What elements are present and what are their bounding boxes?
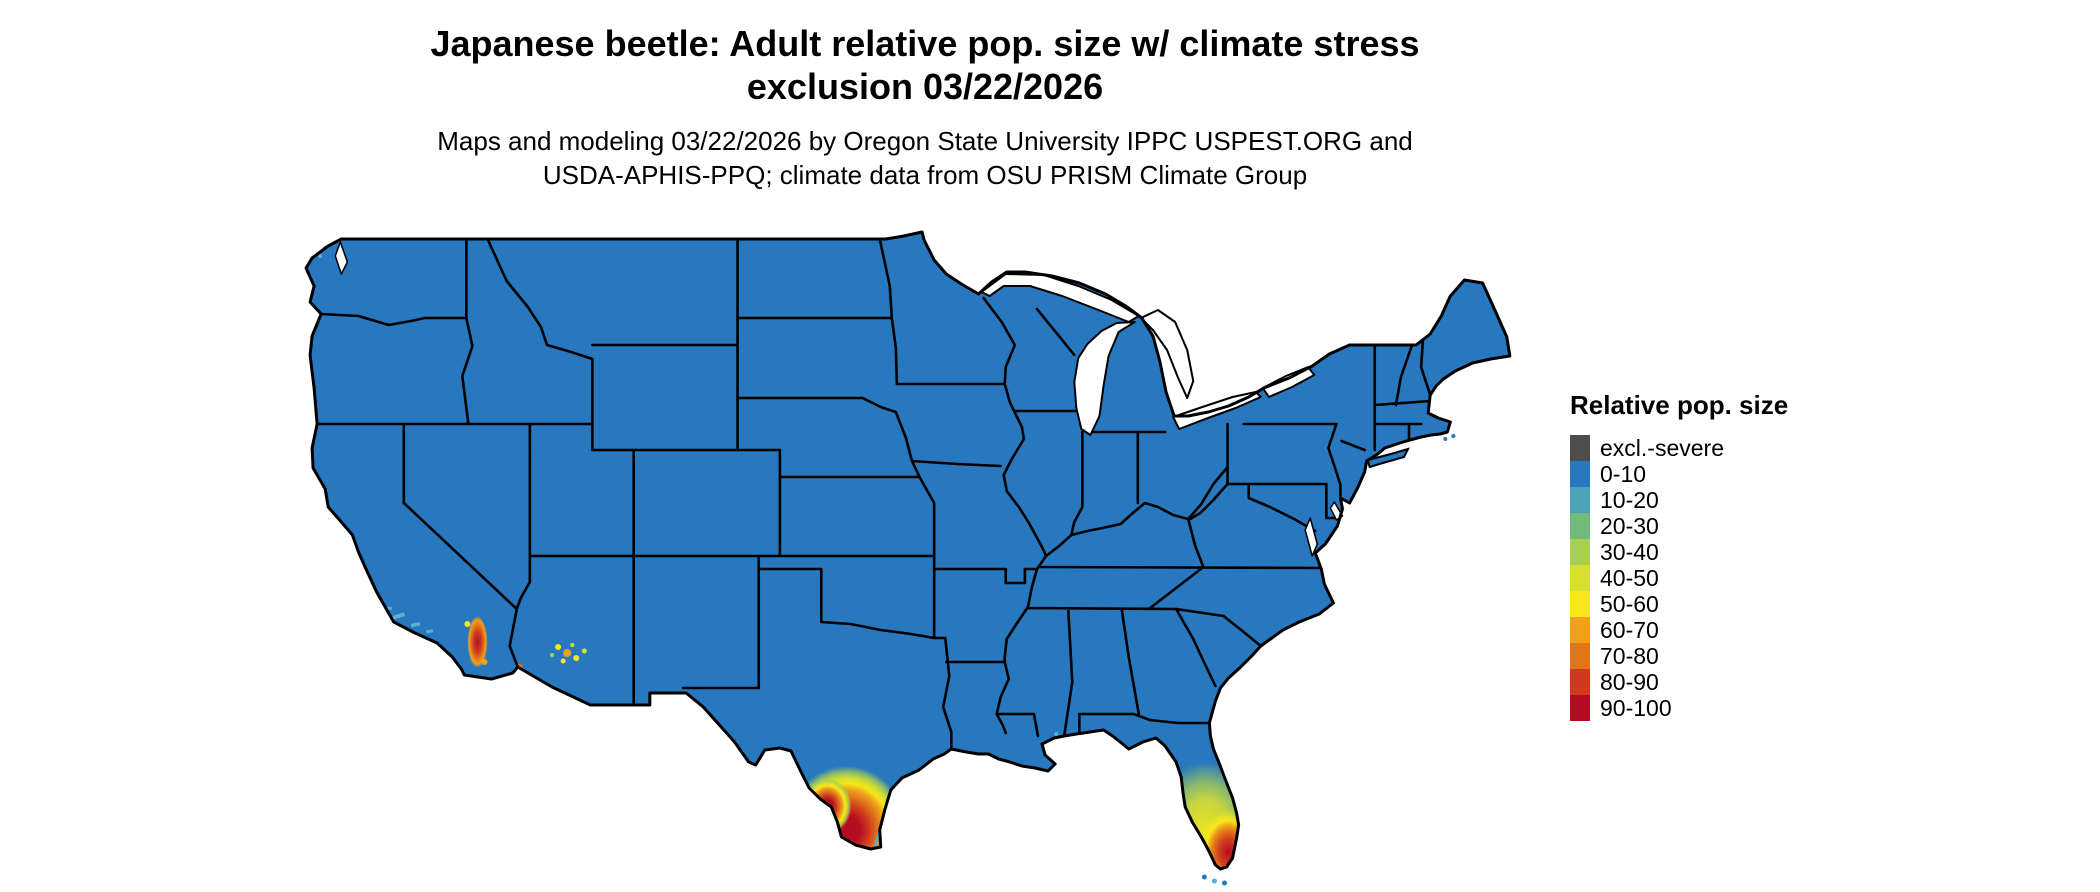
legend-swatch-80-90 bbox=[1570, 669, 1590, 695]
legend-item: 40-50 bbox=[1570, 565, 1850, 591]
legend-label: 10-20 bbox=[1600, 486, 1659, 513]
legend-swatch-50-60 bbox=[1570, 591, 1590, 617]
hotspot-southern-california bbox=[464, 616, 488, 668]
legend-title: Relative pop. size bbox=[1570, 390, 1789, 420]
marthas-vineyard-speck bbox=[1451, 434, 1456, 438]
legend-swatch-20-30 bbox=[1570, 513, 1590, 539]
wa-coast-speck-1 bbox=[318, 254, 323, 258]
map-subtitle-line2: USDA-APHIS-PPQ; climate data from OSU PR… bbox=[542, 160, 1308, 190]
state-borders bbox=[315, 237, 1432, 750]
great-lakes bbox=[334, 241, 1344, 557]
map-title: Japanese beetle: Adult relative pop. siz… bbox=[0, 22, 1850, 108]
legend-swatch-60-70 bbox=[1570, 617, 1590, 643]
long-island bbox=[1366, 447, 1410, 469]
legend-item: 50-60 bbox=[1570, 591, 1850, 617]
legend-item: 70-80 bbox=[1570, 643, 1850, 669]
legend-swatch-30-40 bbox=[1570, 539, 1590, 565]
legend-label: 20-30 bbox=[1600, 512, 1659, 539]
conus-outline bbox=[304, 230, 1512, 871]
legend-swatch-0-10 bbox=[1570, 461, 1590, 487]
legend-item: 80-90 bbox=[1570, 669, 1850, 695]
lake-huron bbox=[1139, 309, 1195, 399]
legend-item: 30-40 bbox=[1570, 539, 1850, 565]
legend-item: 90-100 bbox=[1570, 695, 1850, 721]
legend-item: 60-70 bbox=[1570, 617, 1850, 643]
legend-item: excl.-severe bbox=[1570, 435, 1850, 461]
us-map-svg bbox=[304, 230, 1512, 886]
chesapeake-bay bbox=[1304, 517, 1319, 557]
legend-label: 30-40 bbox=[1600, 538, 1659, 565]
coastal-islands bbox=[318, 246, 1456, 886]
map-title-line1: Japanese beetle: Adult relative pop. siz… bbox=[430, 23, 1420, 64]
legend-label: 90-100 bbox=[1600, 694, 1672, 721]
map-subtitle: Maps and modeling 03/22/2026 by Oregon S… bbox=[0, 124, 1850, 192]
conus-base-fill bbox=[306, 232, 1510, 869]
map-subtitle-line1: Maps and modeling 03/22/2026 by Oregon S… bbox=[437, 126, 1413, 156]
legend-label: excl.-severe bbox=[1600, 434, 1724, 461]
legend-label: 60-70 bbox=[1600, 616, 1659, 643]
legend-label: 70-80 bbox=[1600, 642, 1659, 669]
legend-swatch-10-20 bbox=[1570, 487, 1590, 513]
legend-swatch-40-50 bbox=[1570, 565, 1590, 591]
legend-swatch-90-100 bbox=[1570, 695, 1590, 721]
lake-ontario bbox=[1261, 366, 1316, 398]
legend-label: 80-90 bbox=[1600, 668, 1659, 695]
legend-item: 10-20 bbox=[1570, 487, 1850, 513]
map-title-line2: exclusion 03/22/2026 bbox=[746, 66, 1104, 107]
gulf-coast-speck bbox=[1054, 732, 1059, 736]
legend-swatch-70-80 bbox=[1570, 643, 1590, 669]
us-choropleth-map bbox=[300, 226, 1530, 886]
legend-label: 50-60 bbox=[1600, 590, 1659, 617]
legend-item: 0-10 bbox=[1570, 461, 1850, 487]
legend: Relative pop. size excl.-severe 0-10 10-… bbox=[1570, 390, 1850, 721]
channel-islands bbox=[385, 607, 434, 634]
nantucket-speck bbox=[1443, 437, 1448, 441]
hotspot-south-florida bbox=[1152, 762, 1259, 869]
legend-label: 0-10 bbox=[1600, 460, 1647, 487]
legend-item: 20-30 bbox=[1570, 513, 1850, 539]
puget-sound bbox=[334, 241, 349, 275]
florida-keys bbox=[1201, 874, 1228, 886]
lake-michigan bbox=[1073, 321, 1136, 436]
legend-label: 40-50 bbox=[1600, 564, 1659, 591]
hotspot-southwest-arizona bbox=[516, 643, 587, 670]
legend-swatch-excl-severe bbox=[1570, 435, 1590, 461]
